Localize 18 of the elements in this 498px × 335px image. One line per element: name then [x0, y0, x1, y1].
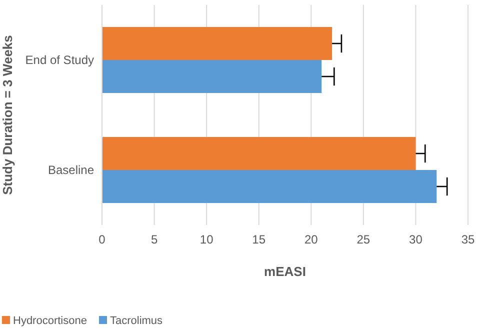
x-tick-label: 25 [356, 232, 370, 247]
legend-label: Hydrocortisone [13, 315, 87, 327]
x-tick-label: 35 [461, 232, 475, 247]
x-tick-label: 0 [98, 232, 106, 247]
bar [102, 170, 437, 203]
x-axis-title: mEASI [264, 264, 306, 279]
y-axis-title: Study Duration = 3 Weeks [0, 35, 15, 195]
x-tick-label: 10 [200, 232, 214, 247]
y-tick-label: End of Study [25, 52, 94, 67]
x-tick-label: 20 [304, 232, 318, 247]
legend-label: Tacrolimus [110, 315, 164, 327]
y-tick-label: Baseline [48, 162, 94, 177]
bar [102, 137, 416, 170]
bar [102, 60, 322, 93]
x-tick-label: 15 [252, 232, 266, 247]
bar [102, 27, 332, 60]
x-tick-label: 30 [409, 232, 423, 247]
x-tick-label: 5 [150, 232, 158, 247]
